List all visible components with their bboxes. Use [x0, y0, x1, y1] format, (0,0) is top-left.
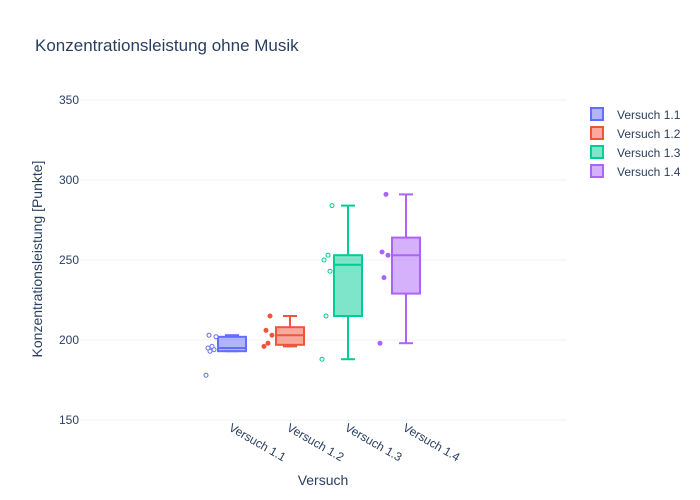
data-point: [203, 372, 209, 378]
legend-label: Versuch 1.1: [617, 108, 681, 122]
legend[interactable]: Versuch 1.1 Versuch 1.2 Versuch 1.3 Versuch…: [590, 107, 681, 179]
data-point: [213, 334, 219, 340]
x-axis-title: Versuch: [298, 472, 349, 488]
box-3: [319, 203, 363, 362]
x-tick-label: Versuch 1.1: [227, 420, 289, 464]
legend-swatch: [590, 145, 604, 159]
data-point: [206, 332, 212, 338]
data-point: [321, 257, 327, 263]
legend-item[interactable]: Versuch 1.4: [590, 164, 681, 179]
data-point: [385, 252, 391, 258]
legend-label: Versuch 1.3: [617, 146, 681, 160]
data-point: [269, 332, 275, 338]
y-axis-ticks: 150 200 250 300 350: [59, 93, 79, 427]
legend-swatch: [590, 126, 604, 140]
data-point: [265, 340, 271, 346]
y-tick-label: 300: [59, 173, 79, 187]
data-point: [381, 275, 387, 281]
legend-swatch: [590, 107, 604, 121]
x-tick-label: Versuch 1.2: [285, 420, 347, 464]
data-point: [319, 356, 325, 362]
data-point: [325, 252, 331, 258]
data-point: [327, 268, 333, 274]
box-4: [377, 191, 421, 346]
data-point: [383, 191, 389, 197]
legend-label: Versuch 1.2: [617, 127, 681, 141]
data-point: [377, 340, 383, 346]
y-tick-label: 250: [59, 253, 79, 267]
chart-title: Konzentrationsleistung ohne Musik: [35, 36, 299, 55]
y-tick-label: 150: [59, 413, 79, 427]
y-axis-title: Konzentrationsleistung [Punkte]: [29, 161, 45, 358]
box-1: [203, 332, 247, 378]
legend-item[interactable]: Versuch 1.1: [590, 107, 681, 122]
box-2: [261, 313, 305, 349]
legend-item[interactable]: Versuch 1.2: [590, 126, 681, 141]
y-tick-label: 200: [59, 333, 79, 347]
data-point: [263, 327, 269, 333]
data-point: [267, 313, 273, 319]
x-tick-label: Versuch 1.4: [401, 420, 463, 464]
x-tick-label: Versuch 1.3: [343, 420, 405, 464]
data-point: [329, 203, 335, 209]
legend-label: Versuch 1.4: [617, 165, 681, 179]
boxes: [203, 191, 421, 378]
box-body: [391, 236, 421, 295]
data-point: [323, 313, 329, 319]
data-point: [205, 345, 211, 351]
data-point: [379, 249, 385, 255]
legend-swatch: [590, 164, 604, 178]
box-body: [217, 335, 247, 353]
data-point: [209, 343, 215, 349]
data-point: [261, 343, 267, 349]
legend-item[interactable]: Versuch 1.3: [590, 145, 681, 160]
y-tick-label: 350: [59, 93, 79, 107]
